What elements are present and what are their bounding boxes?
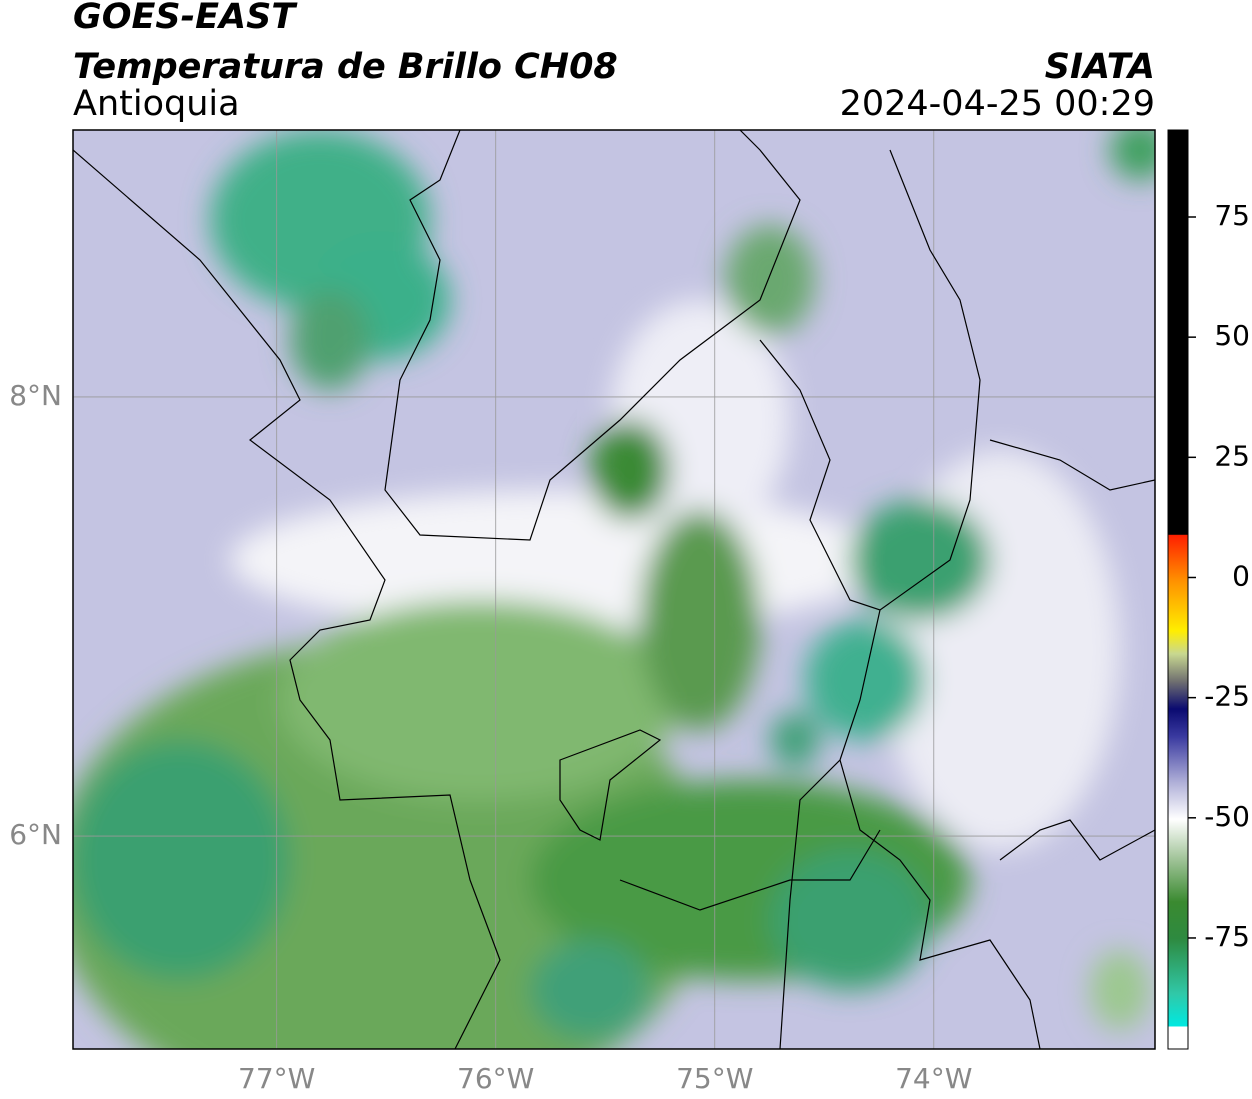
- y-tick-label: 6°N: [9, 818, 62, 851]
- colorbar-tick-label: -25: [1204, 680, 1250, 713]
- subtitle: Temperatura de Brillo CH08: [73, 47, 618, 87]
- region: Antioquia: [73, 84, 240, 124]
- colorbar: [1167, 129, 1189, 1050]
- colorbar-tick-label: -50: [1204, 800, 1250, 833]
- x-tick-label: 77°W: [238, 1062, 315, 1095]
- map-frame: [72, 129, 1156, 1050]
- x-tick-label: 75°W: [676, 1062, 753, 1095]
- colorbar-tick-label: 0: [1232, 559, 1250, 592]
- source: SIATA: [1045, 47, 1155, 87]
- colorbar-tick-label: 50: [1214, 319, 1250, 352]
- y-tick-label: 8°N: [9, 379, 62, 412]
- colorbar-tick-label: 25: [1214, 439, 1250, 472]
- x-tick-label: 76°W: [457, 1062, 534, 1095]
- title: GOES-EAST: [73, 0, 298, 37]
- colorbar-tick-label: 75: [1214, 199, 1250, 232]
- datetime: 2024-04-25 00:29: [840, 84, 1155, 124]
- colorbar-tick-label: -75: [1204, 920, 1250, 953]
- map-image: [73, 130, 1155, 1049]
- x-tick-label: 74°W: [895, 1062, 972, 1095]
